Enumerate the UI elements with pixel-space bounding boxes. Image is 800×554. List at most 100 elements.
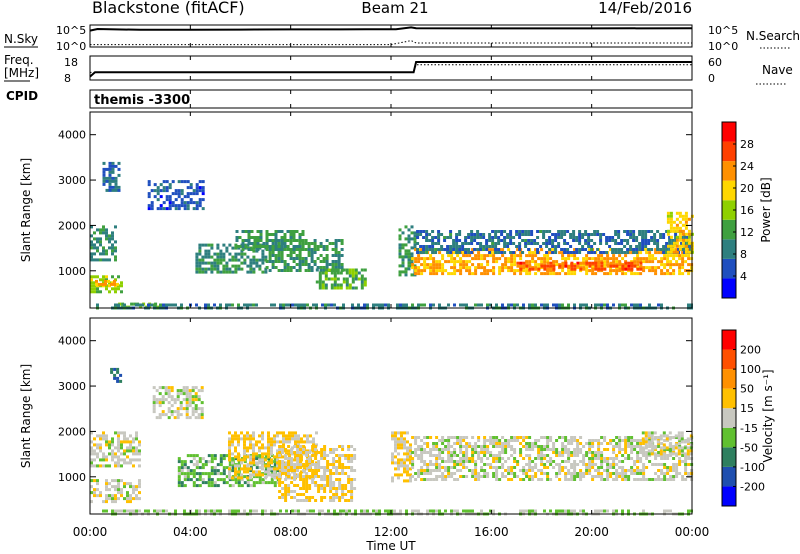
velocity-cell xyxy=(302,478,306,481)
velocity-cell xyxy=(284,457,288,460)
nsearch-series-line xyxy=(90,40,692,46)
power-cell xyxy=(546,257,550,261)
velocity-cell xyxy=(567,457,571,460)
power-cell xyxy=(96,287,99,291)
velocity-cell xyxy=(335,490,339,493)
velocity-cell xyxy=(400,446,403,450)
velocity-cell xyxy=(489,439,493,442)
velocity-colorbar-swatch xyxy=(722,369,736,389)
velocity-cell xyxy=(498,442,502,445)
power-cell xyxy=(274,245,278,248)
power-cell xyxy=(283,239,287,242)
power-cell xyxy=(235,245,239,248)
velocity-colorbar-frame xyxy=(721,329,737,507)
velocity-cell xyxy=(155,398,159,402)
power-cell xyxy=(572,230,576,233)
velocity-cell xyxy=(347,460,351,463)
velocity-cell xyxy=(267,434,270,438)
velocity-cell xyxy=(281,469,285,472)
velocity-cell xyxy=(675,463,679,466)
velocity-cell xyxy=(194,386,198,390)
power-cell xyxy=(527,239,531,242)
velocity-cell xyxy=(403,458,406,462)
time-tick-label: 12:00 xyxy=(374,525,409,539)
power-cell xyxy=(555,260,559,264)
velocity-cell xyxy=(462,475,466,478)
power-cell xyxy=(289,254,293,257)
velocity-cell xyxy=(540,460,544,463)
power-cell xyxy=(444,260,448,264)
power-cell xyxy=(228,258,232,262)
velocity-cell xyxy=(423,436,427,439)
velocity-cell xyxy=(138,464,141,468)
power-cell xyxy=(249,264,253,268)
power-cell xyxy=(407,228,411,232)
velocity-cell xyxy=(492,454,496,457)
velocity-cell xyxy=(546,439,550,442)
velocity-cell xyxy=(314,457,318,460)
power-cell xyxy=(280,269,284,272)
velocity-cell xyxy=(318,509,321,513)
velocity-cell xyxy=(543,436,547,439)
power-cell xyxy=(663,272,667,276)
velocity-colorbar-swatch xyxy=(722,427,736,448)
velocity-cell xyxy=(284,448,288,451)
power-cell xyxy=(348,286,352,290)
velocity-cell xyxy=(264,446,267,450)
power-cell xyxy=(195,207,199,211)
velocity-cell xyxy=(468,457,472,460)
power-cell xyxy=(411,257,415,261)
velocity-cell xyxy=(219,509,222,513)
power-cell xyxy=(300,303,303,307)
velocity-cell xyxy=(579,460,583,463)
velocity-cell xyxy=(435,445,439,448)
velocity-cell xyxy=(305,454,309,457)
power-cell xyxy=(268,245,272,248)
velocity-cell xyxy=(329,469,333,472)
velocity-cell xyxy=(558,451,562,454)
power-cell xyxy=(578,242,582,245)
power-cell xyxy=(96,275,99,279)
power-cell xyxy=(458,230,462,233)
velocity-cell xyxy=(406,470,409,474)
velocity-cell xyxy=(188,404,192,408)
power-cell xyxy=(107,279,110,283)
power-cell xyxy=(494,245,498,248)
power-cell xyxy=(545,242,549,245)
noise-panel: N.Sky 10^5 10^0 10^5 10^0 N.Search xyxy=(4,24,800,53)
velocity-cell xyxy=(290,463,294,466)
velocity-cell xyxy=(167,410,171,414)
velocity-cell xyxy=(273,467,276,471)
power-cell xyxy=(528,267,532,271)
power-cell xyxy=(494,242,498,245)
velocity-cell xyxy=(308,487,312,490)
velocity-cell xyxy=(591,466,595,469)
power-cell xyxy=(283,233,287,236)
power-cell xyxy=(114,258,117,262)
velocity-cell xyxy=(102,437,105,441)
velocity-cell xyxy=(201,457,205,461)
power-cell xyxy=(492,266,496,270)
power-cell xyxy=(530,239,534,242)
velocity-cell xyxy=(120,458,123,462)
velocity-cell xyxy=(243,446,246,450)
power-cell xyxy=(606,264,610,268)
power-cell xyxy=(298,266,302,269)
power-cell xyxy=(325,254,329,257)
noise-right-tick-top: 10^5 xyxy=(708,24,738,37)
velocity-cell xyxy=(403,467,406,471)
power-cell xyxy=(489,248,493,252)
velocity-cell xyxy=(329,496,333,499)
power-cell xyxy=(537,267,541,271)
velocity-cell xyxy=(255,440,258,444)
power-cell xyxy=(96,246,99,250)
velocity-ylabel: Slant Range [km] xyxy=(19,364,33,468)
velocity-cell xyxy=(164,392,168,396)
velocity-cell xyxy=(555,439,559,442)
velocity-cell xyxy=(504,442,508,445)
power-cell xyxy=(283,236,287,239)
power-cell xyxy=(477,303,480,307)
power-cell xyxy=(579,266,583,270)
velocity-cell xyxy=(414,451,418,454)
velocity-cell xyxy=(201,478,205,482)
